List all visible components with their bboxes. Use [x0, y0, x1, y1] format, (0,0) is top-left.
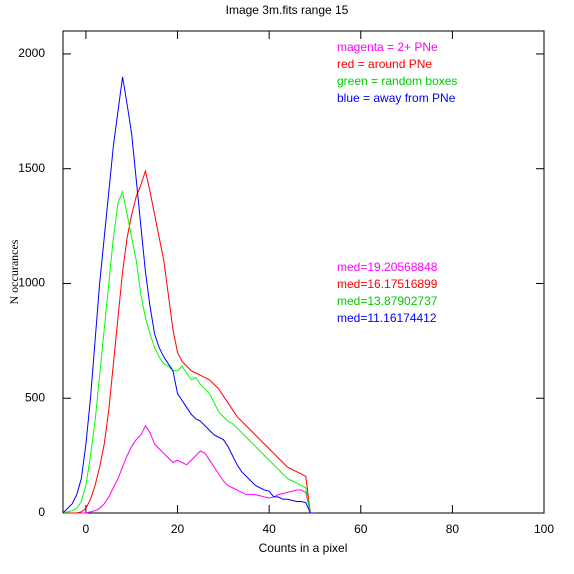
x-axis-label: Counts in a pixel	[259, 541, 348, 555]
data-line	[63, 424, 315, 514]
plot-frame	[62, 30, 545, 514]
data-line	[62, 189, 315, 514]
data-line	[63, 169, 315, 514]
annotation: med=13.87902737	[337, 294, 438, 308]
annotation: red = around PNe	[337, 57, 432, 71]
annotation: med=11.16174412	[337, 311, 437, 325]
chart-title: Image 3m.fits range 15	[226, 3, 349, 17]
x-tick-label: 100	[534, 522, 554, 536]
x-tick-label: 60	[354, 522, 368, 536]
y-tick-label: 1000	[18, 276, 45, 290]
annotation: med=16.17516899	[337, 277, 438, 291]
data-line	[62, 76, 315, 514]
y-tick-label: 2000	[18, 46, 45, 60]
y-tick-label: 0	[38, 505, 45, 519]
annotation: green = random boxes	[337, 74, 457, 88]
x-tick-label: 0	[83, 522, 90, 536]
x-tick-label: 40	[262, 522, 276, 536]
annotation: med=19.20568848	[337, 260, 438, 274]
annotation: magenta = 2+ PNe	[337, 40, 438, 54]
y-axis-label: N occurances	[7, 239, 21, 304]
y-tick-label: 500	[25, 390, 45, 404]
y-tick-label: 1500	[18, 161, 45, 175]
x-tick-label: 20	[171, 522, 185, 536]
x-tick-label: 80	[446, 522, 460, 536]
annotation: blue = away from PNe	[337, 91, 456, 105]
